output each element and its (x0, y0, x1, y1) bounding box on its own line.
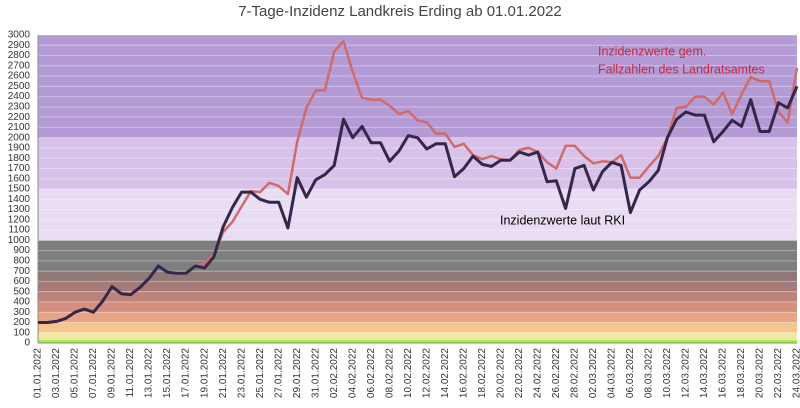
x-tick-label: 12.02.2022 (421, 348, 432, 398)
y-tick-label: 1300 (8, 204, 31, 215)
x-tick-label: 11.01.2022 (125, 348, 136, 398)
x-tick-label: 03.01.2022 (51, 348, 62, 398)
y-tick-label: 400 (13, 297, 30, 308)
annotation: Inzidenzwerte laut RKI (500, 213, 625, 227)
y-tick-label: 1000 (8, 235, 31, 246)
x-tick-label: 08.02.2022 (384, 348, 395, 398)
x-tick-label: 09.01.2022 (107, 348, 118, 398)
x-tick-label: 22.03.2022 (773, 348, 784, 398)
x-tick-label: 07.01.2022 (88, 348, 99, 398)
y-tick-label: 300 (13, 307, 30, 318)
x-tick-label: 15.01.2022 (162, 348, 173, 398)
band (38, 281, 797, 292)
x-tick-label: 20.02.2022 (495, 348, 506, 398)
y-tick-label: 1400 (8, 194, 31, 205)
y-tick-label: 100 (13, 327, 30, 338)
y-tick-label: 2600 (8, 71, 31, 82)
y-tick-label: 2500 (8, 81, 31, 92)
y-tick-label: 1100 (8, 225, 30, 236)
x-tick-label: 17.01.2022 (181, 348, 192, 398)
band (38, 271, 797, 282)
x-tick-label: 20.03.2022 (755, 348, 766, 398)
x-tick-label: 02.02.2022 (329, 348, 340, 398)
y-tick-label: 1500 (8, 184, 31, 195)
band (38, 339, 797, 343)
x-tick-label: 16.02.2022 (458, 348, 469, 398)
y-tick-label: 500 (13, 286, 30, 297)
x-tick-label: 28.02.2022 (569, 348, 580, 398)
y-tick-label: 2800 (8, 50, 31, 61)
y-tick-label: 900 (13, 245, 30, 256)
band (38, 332, 797, 340)
y-tick-label: 2900 (8, 40, 31, 51)
band (38, 322, 797, 333)
x-tick-label: 13.01.2022 (144, 348, 155, 398)
x-tick-label: 19.01.2022 (199, 348, 210, 398)
y-tick-label: 700 (13, 266, 30, 277)
annotation: Inzidenzwerte gem. (598, 44, 706, 58)
x-tick-label: 21.01.2022 (218, 348, 229, 398)
x-tick-label: 29.01.2022 (292, 348, 303, 398)
y-tick-label: 2700 (8, 60, 31, 71)
x-tick-label: 01.01.2022 (33, 348, 44, 398)
x-tick-label: 06.03.2022 (625, 348, 636, 398)
annotation: Fallzahlen des Landratsamtes (598, 62, 765, 76)
x-tick-label: 26.02.2022 (551, 348, 562, 398)
chart-title: 7-Tage-Inzidenz Landkreis Erding ab 01.0… (238, 3, 562, 20)
x-tick-label: 16.03.2022 (718, 348, 729, 398)
y-tick-label: 2300 (8, 102, 31, 113)
x-tick-label: 23.01.2022 (236, 348, 247, 398)
x-tick-label: 12.03.2022 (681, 348, 692, 398)
band (38, 189, 797, 241)
band (38, 240, 797, 272)
x-tick-label: 18.02.2022 (477, 348, 488, 398)
band (38, 291, 797, 302)
band (38, 137, 797, 189)
x-tick-label: 02.03.2022 (588, 348, 599, 398)
x-tick-label: 14.02.2022 (440, 348, 451, 398)
x-tick-label: 08.03.2022 (644, 348, 655, 398)
x-tick-label: 10.02.2022 (403, 348, 414, 398)
x-tick-label: 04.03.2022 (607, 348, 618, 398)
x-tick-label: 10.03.2022 (662, 348, 673, 398)
x-tick-label: 22.02.2022 (514, 348, 525, 398)
y-tick-label: 600 (13, 276, 30, 287)
y-tick-label: 200 (13, 317, 30, 328)
y-tick-label: 1700 (8, 163, 31, 174)
x-tick-label: 31.01.2022 (310, 348, 321, 398)
x-tick-label: 04.02.2022 (347, 348, 358, 398)
band (38, 312, 797, 323)
x-tick-label: 05.01.2022 (70, 348, 81, 398)
y-tick-label: 1600 (8, 173, 31, 184)
series-line (38, 85, 799, 324)
y-tick-label: 800 (13, 256, 30, 267)
y-tick-label: 0 (24, 338, 30, 349)
x-tick-label: 24.02.2022 (532, 348, 543, 398)
y-tick-label: 2000 (8, 132, 31, 143)
y-tick-label: 2100 (8, 122, 31, 133)
y-tick-label: 1900 (8, 143, 31, 154)
y-tick-label: 1200 (8, 214, 31, 225)
x-tick-label: 27.01.2022 (273, 348, 284, 398)
x-tick-label: 14.03.2022 (699, 348, 710, 398)
x-tick-label: 24.03.2022 (792, 348, 800, 398)
y-tick-label: 1800 (8, 153, 31, 164)
y-tick-label: 2200 (8, 112, 31, 123)
x-tick-label: 25.01.2022 (255, 348, 266, 398)
band (38, 301, 797, 313)
y-tick-label: 3000 (8, 30, 31, 41)
x-tick-label: 06.02.2022 (366, 348, 377, 398)
x-tick-label: 18.03.2022 (736, 348, 747, 398)
y-tick-label: 2400 (8, 91, 31, 102)
